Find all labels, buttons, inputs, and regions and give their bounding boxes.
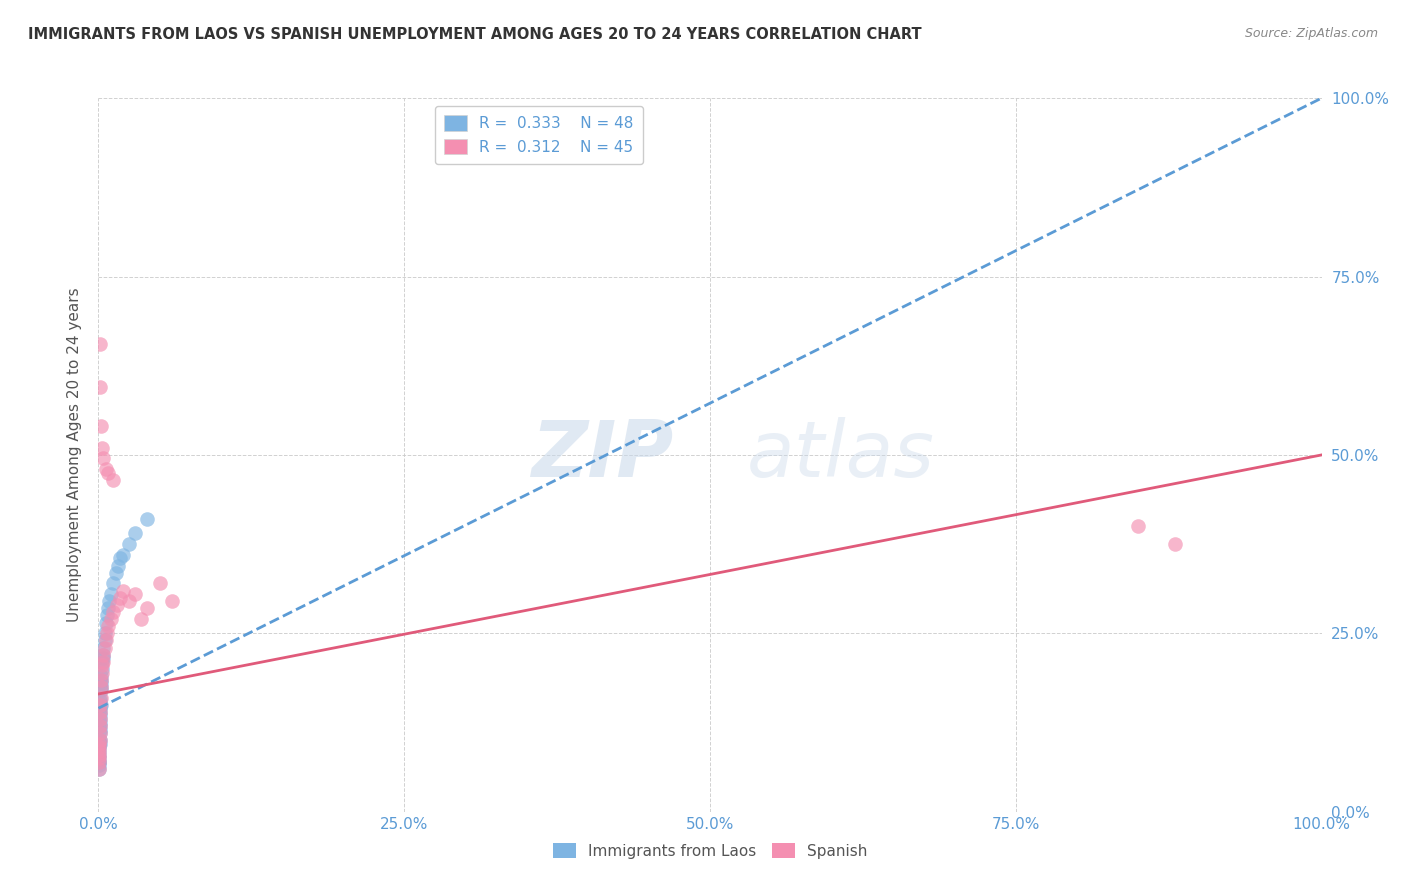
Point: [89, 337, 111, 351]
Point: [91, 648, 114, 662]
Point: [91, 665, 114, 680]
Point: [87, 758, 110, 772]
Point: [90, 673, 112, 687]
Point: [91, 655, 114, 669]
Point: [90, 683, 112, 698]
Point: [149, 576, 172, 591]
Point: [129, 612, 152, 626]
Point: [89, 698, 111, 712]
Point: [110, 551, 132, 566]
Point: [87, 755, 110, 769]
Point: [105, 598, 128, 612]
Point: [89, 719, 111, 733]
Point: [96, 608, 118, 623]
Point: [90, 680, 112, 694]
Point: [89, 755, 111, 769]
Point: [97, 601, 120, 615]
Point: [111, 548, 134, 562]
Point: [89, 715, 111, 730]
Point: [90, 673, 112, 687]
Point: [89, 755, 111, 769]
Point: [87, 740, 110, 755]
Point: [110, 591, 132, 605]
Point: [101, 576, 124, 591]
Point: [101, 605, 124, 619]
Y-axis label: Unemployment Among Ages 20 to 24 years: Unemployment Among Ages 20 to 24 years: [67, 287, 83, 623]
Point: [90, 676, 112, 690]
Point: [107, 558, 129, 573]
Point: [89, 705, 111, 719]
Point: [91, 651, 114, 665]
Point: [89, 737, 111, 751]
Point: [124, 526, 146, 541]
Point: [89, 705, 111, 719]
Point: [89, 712, 111, 726]
Point: [90, 680, 112, 694]
Point: [136, 512, 159, 526]
Point: [89, 380, 111, 394]
Point: [97, 466, 120, 480]
Point: [87, 740, 110, 755]
Text: atlas: atlas: [747, 417, 935, 493]
Point: [91, 441, 114, 455]
Point: [160, 594, 183, 608]
Point: [90, 698, 112, 712]
Text: ZIP: ZIP: [531, 417, 673, 493]
Point: [89, 751, 111, 765]
Point: [93, 633, 115, 648]
Legend: Immigrants from Laos, Spanish: Immigrants from Laos, Spanish: [547, 837, 873, 864]
Point: [101, 473, 124, 487]
Point: [90, 669, 112, 683]
Point: [91, 648, 114, 662]
Point: [89, 708, 111, 723]
Point: [90, 690, 112, 705]
Text: Source: ZipAtlas.com: Source: ZipAtlas.com: [1244, 27, 1378, 40]
Point: [93, 640, 115, 655]
Point: [100, 587, 122, 601]
Point: [90, 419, 112, 434]
Point: [118, 594, 141, 608]
Point: [111, 583, 134, 598]
Point: [87, 744, 110, 758]
Point: [89, 719, 111, 733]
Point: [87, 751, 110, 765]
Point: [94, 633, 117, 648]
Point: [98, 594, 121, 608]
Point: [87, 747, 110, 762]
Point: [89, 726, 111, 740]
Point: [89, 733, 111, 747]
Point: [96, 626, 118, 640]
Point: [89, 733, 111, 747]
Point: [91, 640, 114, 655]
Point: [104, 566, 127, 580]
Point: [91, 658, 114, 673]
Point: [91, 662, 114, 676]
Point: [89, 690, 111, 705]
Point: [124, 587, 146, 601]
Point: [89, 744, 111, 758]
Point: [94, 615, 117, 630]
Point: [93, 626, 115, 640]
Point: [87, 737, 110, 751]
Point: [89, 726, 111, 740]
Point: [87, 762, 110, 776]
Text: IMMIGRANTS FROM LAOS VS SPANISH UNEMPLOYMENT AMONG AGES 20 TO 24 YEARS CORRELATI: IMMIGRANTS FROM LAOS VS SPANISH UNEMPLOY…: [28, 27, 922, 42]
Point: [89, 747, 111, 762]
Point: [97, 619, 120, 633]
Point: [1164, 537, 1187, 551]
Point: [89, 694, 111, 708]
Point: [91, 451, 114, 466]
Point: [89, 733, 111, 747]
Point: [87, 762, 110, 776]
Point: [136, 601, 159, 615]
Point: [89, 723, 111, 737]
Point: [89, 701, 111, 715]
Point: [91, 655, 114, 669]
Point: [100, 612, 122, 626]
Point: [89, 712, 111, 726]
Point: [89, 737, 111, 751]
Point: [94, 462, 117, 476]
Point: [118, 537, 141, 551]
Point: [1128, 519, 1150, 533]
